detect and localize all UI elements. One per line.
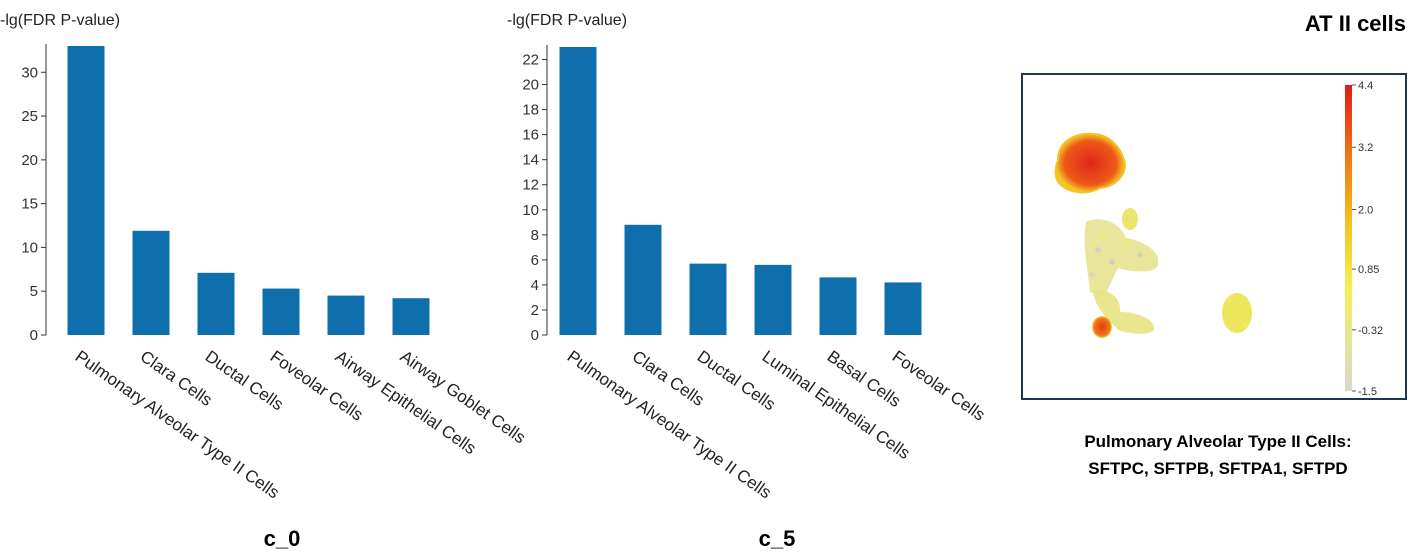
bar: [754, 264, 792, 335]
point: [1137, 322, 1143, 328]
colorbar-tick-label: 3.2: [1358, 142, 1373, 154]
colorbar-tick-label: 4.4: [1358, 80, 1373, 92]
y-tick-label: 30: [21, 64, 38, 81]
y-tick-label: 15: [21, 196, 38, 213]
point: [1089, 272, 1095, 278]
y-tick-label: 8: [531, 227, 539, 244]
feature-plot-panel: AT II cells 4.4 3.2 2.0 0.85 -0.32 -1.5: [1021, 11, 1407, 478]
bar: [559, 47, 597, 335]
cluster-hot-small: [1092, 316, 1112, 338]
colorbar-tick-label: 0.85: [1358, 264, 1379, 276]
point: [1101, 233, 1107, 239]
point: [1095, 247, 1101, 253]
point: [1109, 259, 1115, 265]
y-tick-label: 0: [531, 327, 539, 344]
bar: [327, 295, 365, 335]
y-tick-label: 2: [531, 302, 539, 319]
colorbar-ticks: 4.4 3.2 2.0 0.85 -0.32 -1.5: [1352, 80, 1383, 398]
bar: [262, 288, 300, 335]
cluster-column-upper: [1084, 219, 1159, 296]
bar-chart-c0: -lg(FDR P-value) 0 5 10 15 20 25 30 Pulmonary …: [0, 12, 529, 551]
cluster-hot-main: [1054, 132, 1126, 194]
colorbar-tick-label: 2.0: [1358, 204, 1373, 216]
y-axis-label: -lg(FDR P-value): [507, 12, 627, 29]
bar: [624, 224, 662, 335]
panel-title: AT II cells: [1305, 11, 1406, 36]
bar: [689, 263, 727, 335]
point: [1123, 242, 1129, 248]
axes: 0 5 10 15 20 25 30: [21, 44, 47, 344]
colorbar-tick-label: -1.5: [1358, 386, 1377, 398]
axes: 0 2 4 6 8 10 12 14 16 18 20 22: [522, 45, 548, 344]
y-axis-label: -lg(FDR P-value): [0, 12, 120, 29]
point: [1137, 252, 1143, 258]
bar: [884, 282, 922, 335]
bar: [132, 230, 170, 335]
y-tick-label: 10: [21, 239, 38, 256]
umap-points: [1054, 132, 1252, 338]
colorbar-gradient: [1345, 85, 1352, 391]
cluster-right: [1222, 293, 1252, 333]
bar-chart-c5: -lg(FDR P-value) 0 2 4 6 8 10 12 14 16 18 20 22 Pul…: [507, 12, 989, 551]
colorbar-tick-label: -0.32: [1358, 325, 1383, 337]
chart-label-c0: c_0: [264, 526, 301, 551]
y-tick-label: 16: [522, 127, 539, 144]
chart-label-c5: c_5: [759, 526, 796, 551]
y-tick-label: 10: [522, 202, 539, 219]
y-tick-label: 4: [531, 277, 539, 294]
bars: [559, 47, 922, 335]
bar: [819, 277, 857, 335]
y-tick-label: 18: [522, 102, 539, 119]
y-tick-label: 14: [522, 152, 539, 169]
cluster-small-top: [1122, 208, 1138, 230]
bar: [197, 272, 235, 335]
bar: [67, 46, 105, 335]
point: [1242, 322, 1248, 328]
y-tick-label: 20: [21, 152, 38, 169]
y-tick-label: 12: [522, 177, 539, 194]
y-tick-label: 0: [30, 327, 38, 344]
bar: [392, 298, 430, 335]
y-tick-label: 22: [522, 52, 539, 69]
colorbar: 4.4 3.2 2.0 0.85 -0.32 -1.5: [1345, 80, 1383, 398]
x-tick-label: Foveolar Cells: [889, 347, 989, 425]
caption-line-1: Pulmonary Alveolar Type II Cells:: [1084, 432, 1351, 451]
y-tick-label: 6: [531, 252, 539, 269]
point: [1227, 297, 1233, 303]
bars: [67, 46, 430, 335]
y-tick-label: 5: [30, 283, 38, 300]
y-tick-label: 20: [522, 77, 539, 94]
caption-line-2: SFTPC, SFTPB, SFTPA1, SFTPD: [1088, 459, 1347, 478]
y-tick-label: 25: [21, 108, 38, 125]
